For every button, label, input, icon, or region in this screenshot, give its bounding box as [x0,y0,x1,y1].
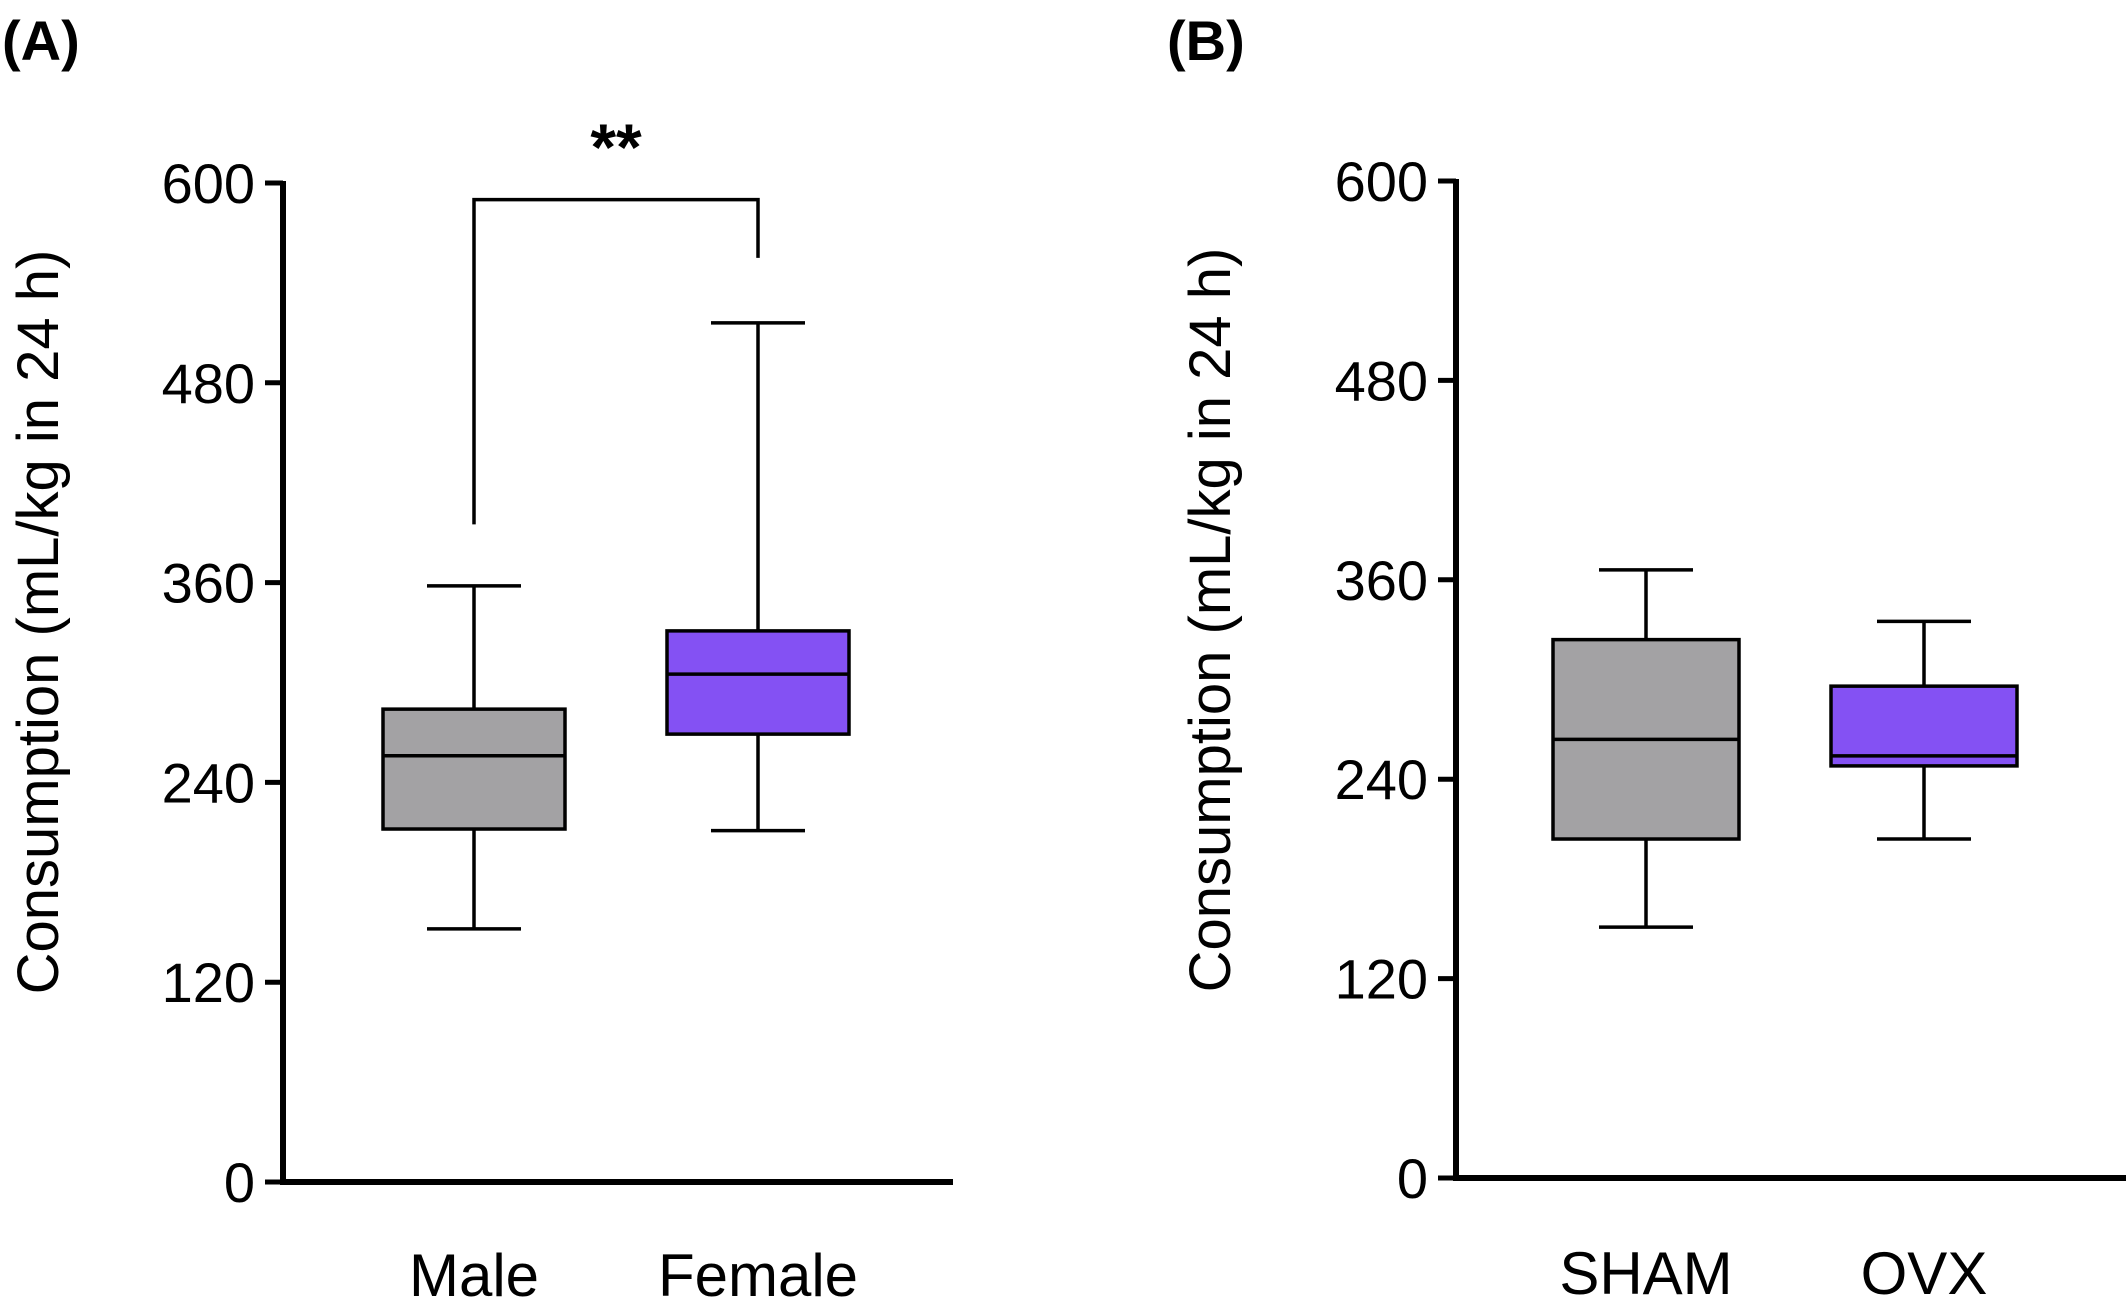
panel-b-y-axis-title: Consumption (mL/kg in 24 h) [1178,248,1243,993]
panel-b-y-tick-label: 480 [1335,349,1428,412]
panel-a-y-tick-label: 480 [162,352,255,415]
panel-b-box [1829,684,2019,768]
panel-b-y-tick-label: 120 [1335,948,1428,1011]
panel-a-y-tick-label: 360 [162,552,255,615]
panel-b-category-label: SHAM [1559,1240,1732,1302]
panel-a-box [381,707,567,831]
panel-a-label: (A) [2,9,80,72]
panel-a-box [665,629,851,736]
panel-a-category-label: Female [658,1242,858,1302]
panel-b-y-tick-label: 240 [1335,748,1428,811]
panel-a-significance-label: ** [590,110,642,184]
panel-a-y-tick-label: 240 [162,751,255,814]
panel-a: (A) Consumption (mL/kg in 24 h) 0 120 240 3… [2,9,953,1302]
panel-a-significance-bracket [472,197,760,525]
panel-a-y-tick-label: 120 [162,951,255,1014]
panel-b-y-tick-label: 0 [1397,1147,1428,1210]
panel-b: (B) Consumption (mL/kg in 24 h) 0 120 240 3… [1167,9,2126,1302]
panel-b-category-label: OVX [1861,1240,1988,1302]
panel-a-category-label: Male [409,1242,539,1302]
panel-a-y-axis-title: Consumption (mL/kg in 24 h) [6,250,71,995]
panel-a-y-tick-label: 600 [162,152,255,215]
panel-b-y-tick-label: 360 [1335,549,1428,612]
panel-a-y-tick-label: 0 [224,1151,255,1214]
panel-b-y-tick-label: 600 [1335,150,1428,213]
panel-b-label: (B) [1167,9,1245,72]
